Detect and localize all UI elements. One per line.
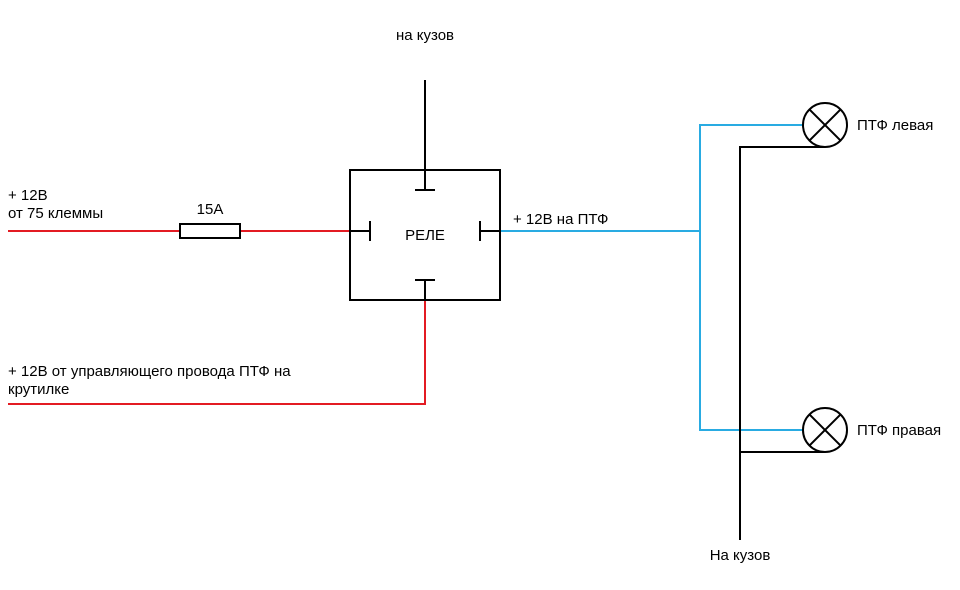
wire-lamp-left-to-body xyxy=(740,147,825,540)
relay-label: РЕЛЕ xyxy=(405,227,445,244)
label-input-12v-1: + 12В xyxy=(8,187,48,204)
lamp-right xyxy=(803,408,847,452)
fuse-label: 15A xyxy=(197,201,224,218)
wire-ptf-split-down xyxy=(700,231,803,430)
label-bottom-body: На кузов xyxy=(710,547,771,564)
label-control-2: крутилке xyxy=(8,381,69,398)
label-control-1: + 12В от управляющего провода ПТФ на xyxy=(8,363,291,380)
label-input-12v-2: от 75 клеммы xyxy=(8,205,103,222)
label-out-12v-ptf: + 12В на ПТФ xyxy=(513,211,608,228)
lamp-left xyxy=(803,103,847,147)
fuse-box xyxy=(180,224,240,238)
wire-control-to-relay xyxy=(8,300,425,404)
lamp-left-label: ПТФ левая xyxy=(857,117,933,134)
label-top-body: на кузов xyxy=(396,27,454,44)
lamp-right-label: ПТФ правая xyxy=(857,422,941,439)
